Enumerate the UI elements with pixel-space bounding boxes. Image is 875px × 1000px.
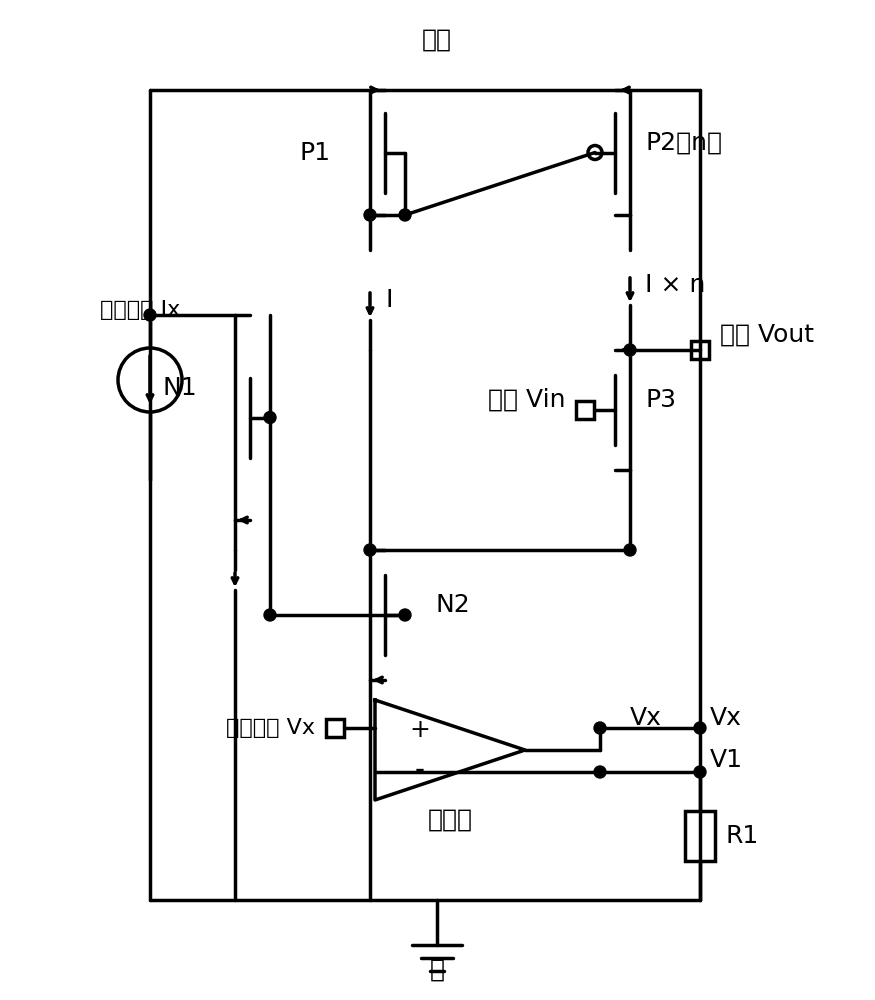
Text: N1: N1 <box>163 376 198 400</box>
Text: 参考电流 Ix: 参考电流 Ix <box>100 300 180 320</box>
Circle shape <box>594 766 606 778</box>
Circle shape <box>364 209 376 221</box>
Text: V1: V1 <box>710 748 743 772</box>
Circle shape <box>399 609 411 621</box>
Bar <box>691 341 709 359</box>
Bar <box>576 401 594 419</box>
Circle shape <box>364 544 376 556</box>
Text: N2: N2 <box>435 593 470 617</box>
Text: 地: 地 <box>430 958 444 982</box>
Text: 放大器: 放大器 <box>428 808 473 832</box>
Text: 电源: 电源 <box>422 28 452 52</box>
Text: 参考电压 Vx: 参考电压 Vx <box>226 718 315 738</box>
Text: R1: R1 <box>725 824 759 848</box>
Bar <box>326 719 344 737</box>
Text: P2（n）: P2（n） <box>645 131 722 155</box>
Circle shape <box>694 766 706 778</box>
Circle shape <box>264 609 276 621</box>
Circle shape <box>594 722 606 734</box>
Text: Vx: Vx <box>630 706 662 730</box>
Circle shape <box>694 722 706 734</box>
Text: I: I <box>385 288 393 312</box>
Text: +: + <box>410 718 430 742</box>
Text: 输出 Vout: 输出 Vout <box>720 323 814 347</box>
Text: 输入 Vin: 输入 Vin <box>487 388 565 412</box>
Text: P1: P1 <box>299 140 331 164</box>
Circle shape <box>264 412 276 424</box>
Circle shape <box>399 209 411 221</box>
Text: Vx: Vx <box>710 706 742 730</box>
Text: I × n: I × n <box>645 273 705 297</box>
Text: -: - <box>415 756 425 784</box>
Circle shape <box>144 309 156 321</box>
Text: P3: P3 <box>645 388 676 412</box>
Bar <box>685 811 715 861</box>
Circle shape <box>624 344 636 356</box>
Circle shape <box>624 544 636 556</box>
